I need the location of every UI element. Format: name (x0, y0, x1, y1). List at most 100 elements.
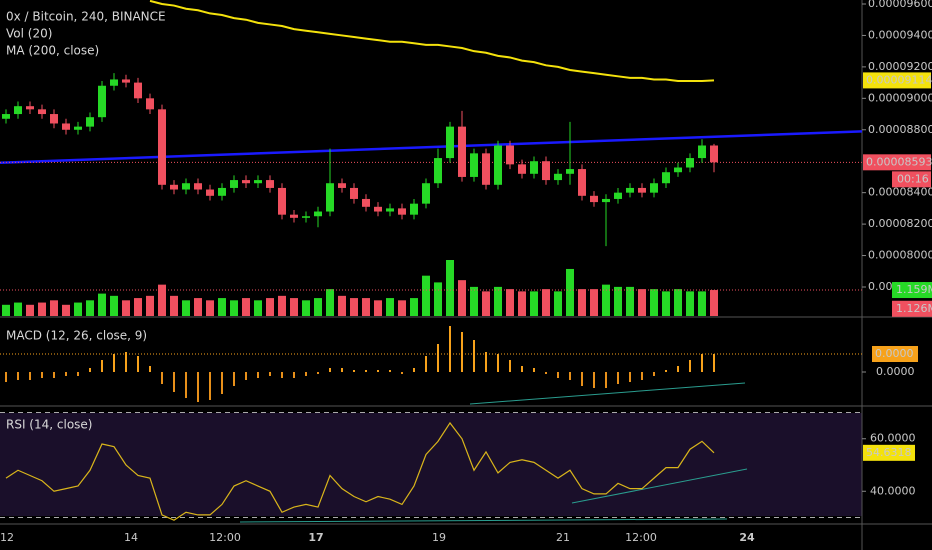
macd-bar (641, 372, 643, 380)
candle-body (134, 82, 142, 99)
macd-bar (197, 372, 199, 402)
candle-body (98, 85, 106, 118)
volume-bar (386, 298, 394, 316)
macd-bar (137, 356, 139, 372)
vol-last-box (892, 282, 932, 299)
volume-bar (86, 300, 94, 316)
macd-bar (425, 356, 427, 372)
volume-bar (266, 298, 274, 316)
macd-bar (149, 366, 151, 372)
macd-tick-label: 0.0000 (876, 365, 915, 378)
candle-body (50, 114, 58, 124)
volume-bar (662, 291, 670, 316)
candle-body (518, 164, 526, 174)
macd-bar (281, 372, 283, 378)
macd-bar (341, 368, 343, 372)
volume-bar (170, 295, 178, 316)
x-axis-label: 21 (556, 531, 570, 544)
macd-bar (521, 366, 523, 372)
macd-bar (533, 368, 535, 372)
rsi-band (0, 413, 862, 516)
macd-bar (17, 372, 19, 380)
volume-bar (554, 291, 562, 316)
volume-bar (230, 300, 238, 316)
macd-bar (305, 372, 307, 376)
candle-body (398, 208, 406, 215)
macd-bar (473, 340, 475, 372)
macd-title: MACD (12, 26, close, 9) (6, 329, 147, 343)
volume-bar (542, 289, 550, 316)
volume-bar (590, 289, 598, 316)
candle-body (422, 183, 430, 204)
candle-body (158, 109, 166, 185)
volume-bar (614, 286, 622, 316)
rsi-tick-label: 60.0000 (870, 432, 916, 445)
volume-bar (674, 289, 682, 316)
rsi-last-label: 54.6318 (866, 446, 912, 459)
macd-bar (221, 372, 223, 394)
macd-bar (665, 370, 667, 372)
candle-body (470, 153, 478, 177)
volume-bar (350, 298, 358, 316)
candle-body (218, 187, 226, 196)
ma-last-label-box (863, 72, 931, 89)
macd-bar (245, 372, 247, 380)
volume-bar (710, 290, 718, 316)
ma-line (149, 0, 715, 83)
candle-body (626, 187, 634, 193)
volume-bar (110, 295, 118, 316)
candle-body (338, 183, 346, 188)
macd-last-label: 0.0000 (875, 347, 914, 360)
volume-bar (26, 304, 34, 316)
candle-body (374, 206, 382, 212)
volume-bar (38, 302, 46, 316)
rsi-line (5, 421, 715, 521)
x-axis-label: 24 (739, 531, 755, 544)
candle-body (458, 126, 466, 177)
macd-bar (497, 354, 499, 372)
x-axis-label: 17 (308, 531, 323, 544)
volume-bar (182, 300, 190, 316)
macd-bar (413, 368, 415, 372)
volume-bar (374, 300, 382, 316)
macd-bar (437, 344, 439, 372)
macd-bar (173, 372, 175, 392)
macd-bar (581, 372, 583, 386)
candle-body (482, 153, 490, 185)
candle-body (230, 180, 238, 188)
last-price-label: 0.00008593 (866, 155, 932, 168)
volume-bar (446, 260, 454, 316)
candle-body (302, 216, 310, 218)
macd-bar (161, 372, 163, 384)
macd-bar (65, 372, 67, 376)
volume-bar (122, 300, 130, 316)
candle-body (698, 145, 706, 159)
candle-body (38, 109, 46, 115)
candle-body (590, 195, 598, 203)
price-tick-label: 0.00009200 (868, 60, 932, 73)
rsi-title: RSI (14, close) (6, 418, 92, 432)
candle-body (578, 169, 586, 196)
volume-bar (206, 300, 214, 316)
x-axis-label: 12:00 (625, 531, 657, 544)
candle-body (122, 79, 130, 83)
candle-body (326, 183, 334, 212)
macd-bar (233, 372, 235, 386)
macd-bar (209, 372, 211, 400)
candle-body (710, 145, 718, 163)
candle-body (434, 158, 442, 184)
volume-bar (410, 298, 418, 316)
ma-title: MA (200, close) (6, 44, 99, 58)
volume-bar (638, 289, 646, 316)
macd-bar (317, 372, 319, 374)
candle-body (650, 183, 658, 193)
x-axis-label: 12:00 (209, 531, 241, 544)
macd-last-box (872, 346, 918, 362)
candle-body (266, 180, 274, 188)
vol-last-label: 1.159M (896, 283, 932, 296)
candle-body (350, 187, 358, 199)
macd-bar (605, 372, 607, 388)
macd-bar (77, 372, 79, 376)
macd-bar (689, 360, 691, 372)
